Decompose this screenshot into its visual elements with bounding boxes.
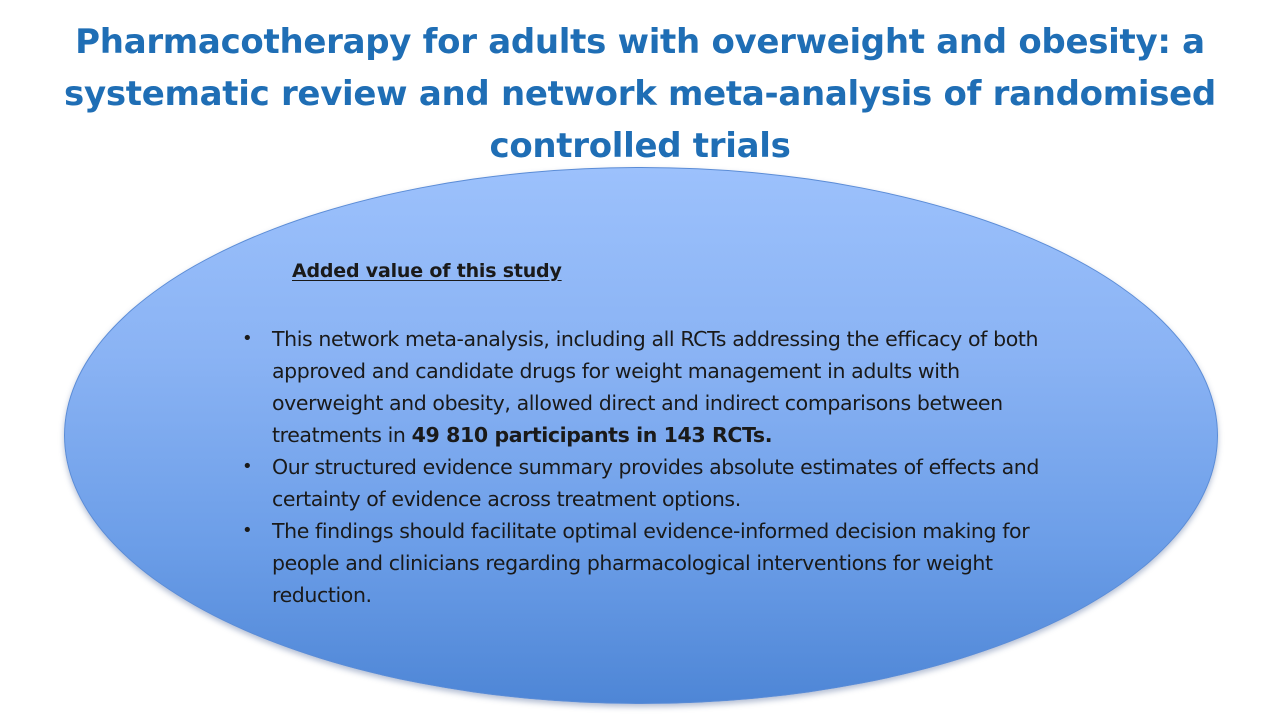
bullet-dot-icon: •: [242, 456, 253, 477]
bullet-text: This network meta-analysis, including al…: [272, 327, 1039, 447]
slide-title: Pharmacotherapy for adults with overweig…: [64, 22, 1216, 166]
bullet-item: • The findings should facilitate optimal…: [240, 515, 1040, 611]
bullet-item: • Our structured evidence summary provid…: [240, 451, 1040, 515]
bullet-item: • This network meta-analysis, including …: [240, 323, 1040, 451]
bullet-text: The findings should facilitate optimal e…: [272, 519, 1030, 607]
bullet-dot-icon: •: [242, 520, 253, 541]
bullet-list: • This network meta-analysis, including …: [240, 323, 1040, 611]
section-heading: Added value of this study: [292, 260, 562, 282]
bullet-dot-icon: •: [242, 328, 253, 349]
summary-ellipse: [64, 167, 1218, 704]
bullet-text: Our structured evidence summary provides…: [272, 455, 1039, 511]
bullet-bold-text: 49 810 participants in 143 RCTs.: [411, 423, 773, 447]
